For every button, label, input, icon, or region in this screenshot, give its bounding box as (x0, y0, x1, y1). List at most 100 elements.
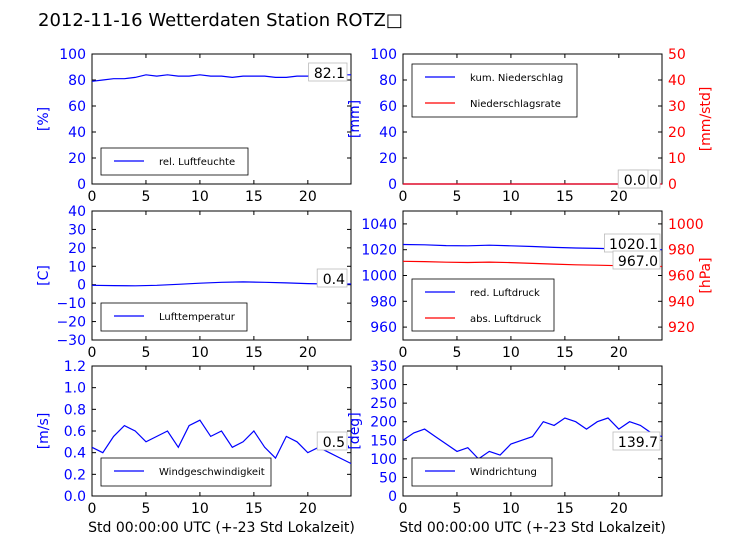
chart-4-legend-label: red. Luftdruck (470, 288, 540, 299)
chart-5-ytick-label: 1.0 (64, 381, 86, 397)
chart-6-ylabel: [deg] (347, 412, 363, 449)
chart-5-xtick-label: 0 (88, 501, 97, 517)
chart-1-annotation-box (308, 62, 348, 82)
chart-4-y2tick-label: 920 (668, 320, 695, 336)
chart-6-legend-box (411, 457, 553, 487)
chart-4-annotation-value: 967.0 (618, 254, 658, 270)
chart-3-ytick-label: 30 (68, 222, 86, 238)
chart-1-xtick-label: 5 (141, 189, 150, 205)
chart-1-ytick-label: 20 (68, 151, 86, 167)
chart-1-xtick-label: 10 (191, 189, 209, 205)
chart-3-ylabel: [C] (36, 265, 52, 286)
chart-2-legend-label: Niederschlagsrate (470, 99, 561, 110)
chart-4-xtick-label: 5 (452, 345, 461, 361)
chart-1-ytick-label: 80 (68, 73, 86, 89)
chart-2-y2tick-label: 0 (668, 177, 677, 193)
chart-6-ytick-label: 250 (370, 396, 397, 412)
chart-5-annotation-value: 0.5 (323, 435, 345, 451)
chart-6-ytick-label: 200 (370, 415, 397, 431)
chart-6-annotation-value: 139.7 (618, 435, 658, 451)
chart-3-ytick-label: 20 (68, 241, 86, 257)
chart-3-legend-box (100, 302, 248, 332)
chart-6-xtick-label: 0 (399, 501, 408, 517)
chart-2-ytick-label: 60 (379, 99, 397, 115)
chart-2-xtick-label: 10 (502, 189, 520, 205)
chart-6-ytick-label: 50 (379, 470, 397, 486)
chart-5-xlabel: Std 00:00:00 UTC (+-23 Std Lokalzeit) (88, 520, 355, 536)
chart-6-ytick-label: 150 (370, 433, 397, 449)
chart-5-legend-box (100, 457, 272, 487)
chart-4-y2tick-label: 960 (668, 269, 695, 285)
chart-5-ytick-label: 1.2 (64, 359, 86, 375)
chart-3-legend-label: Lufttemperatur (159, 312, 236, 323)
chart-1-ytick-label: 40 (68, 125, 86, 141)
chart-6-xtick-label: 20 (610, 501, 628, 517)
chart-3-annotation-box (316, 268, 348, 288)
chart-3-series-line-1 (91, 281, 351, 287)
chart-5-xtick-label: 15 (245, 501, 263, 517)
chart-5-xtick-label: 20 (299, 501, 317, 517)
chart-6-series-line-1 (402, 417, 663, 460)
chart-5-ytick-label: 0.0 (64, 489, 86, 505)
chart-2-legend-box (411, 63, 578, 118)
chart-2-y2tick-label: 10 (668, 151, 686, 167)
chart-5-series-line-1 (91, 419, 352, 465)
chart-4-xtick-label: 15 (556, 345, 574, 361)
chart-4-annotation-value: 1020.1 (609, 237, 658, 253)
chart-5-ytick-label: 0.6 (64, 424, 86, 440)
chart-3-ytick-label: 0 (77, 278, 86, 294)
chart-3-ytick-label: 40 (68, 204, 86, 220)
chart-3-xtick-label: 10 (191, 345, 209, 361)
chart-2-ytick-label: 20 (379, 151, 397, 167)
chart-6-xlabel: Std 00:00:00 UTC (+-23 Std Lokalzeit) (399, 520, 666, 536)
chart-3-xtick-label: 15 (245, 345, 263, 361)
chart-2-y2tick-label: 50 (668, 47, 686, 63)
chart-1-ytick-label: 100 (59, 47, 86, 63)
chart-5-ytick-label: 0.8 (64, 402, 86, 418)
chart-5-xtick-label: 10 (191, 501, 209, 517)
chart-2-ytick-label: 100 (370, 47, 397, 63)
chart-4-ytick-label: 980 (370, 294, 397, 310)
chart-1-ytick-label: 0 (77, 177, 86, 193)
chart-2-legend-label: kum. Niederschlag (470, 73, 563, 84)
chart-2-y2tick-label: 20 (668, 125, 686, 141)
chart-2-ylabel2: [mm/std] (698, 87, 714, 152)
chart-2-annotation-box (617, 169, 649, 189)
chart-6-ytick-label: 300 (370, 378, 397, 394)
chart-5-annotation-box (316, 431, 348, 451)
chart-4-ytick-label: 1040 (361, 217, 397, 233)
chart-6-ytick-label: 350 (370, 359, 397, 375)
chart-3-xtick-label: 0 (88, 345, 97, 361)
chart-4-xtick-label: 10 (502, 345, 520, 361)
chart-3-ytick-label: 10 (68, 259, 86, 275)
chart-2-xtick-label: 20 (610, 189, 628, 205)
chart-2-ylabel: [mm] (347, 100, 363, 138)
chart-4-legend-box (411, 278, 555, 332)
chart-4-legend-label: abs. Luftdruck (470, 314, 541, 325)
chart-2-y2tick-label: 30 (668, 99, 686, 115)
chart-1-xtick-label: 0 (88, 189, 97, 205)
chart-2-annotation-value: 0.0 (624, 173, 646, 189)
chart-2-ytick-label: 80 (379, 73, 397, 89)
chart-3-xtick-label: 20 (299, 345, 317, 361)
chart-1-ylabel: [%] (36, 107, 52, 131)
chart-6-ytick-label: 0 (388, 489, 397, 505)
chart-4-ytick-label: 1000 (361, 269, 397, 285)
chart-4-ytick-label: 960 (370, 320, 397, 336)
chart-4-y2tick-label: 940 (668, 294, 695, 310)
chart-4-xtick-label: 0 (399, 345, 408, 361)
chart-6-legend-label: Windrichtung (470, 467, 537, 478)
chart-3-ytick-label: −30 (56, 333, 86, 349)
chart-5-ytick-label: 0.4 (64, 446, 86, 462)
chart-5-legend-label: Windgeschwindigkeit (159, 467, 265, 478)
figure-title: 2012-11-16 Wetterdaten Station ROTZ□ (38, 10, 403, 31)
chart-3-xtick-label: 5 (141, 345, 150, 361)
chart-6-xtick-label: 5 (452, 501, 461, 517)
chart-1-xtick-label: 15 (245, 189, 263, 205)
chart-2-ytick-label: 0 (388, 177, 397, 193)
chart-4-annotation-box (612, 250, 661, 270)
chart-3-ytick-label: −10 (56, 296, 86, 312)
chart-1-legend-label: rel. Luftfeuchte (159, 157, 235, 168)
chart-2-ytick-label: 40 (379, 125, 397, 141)
